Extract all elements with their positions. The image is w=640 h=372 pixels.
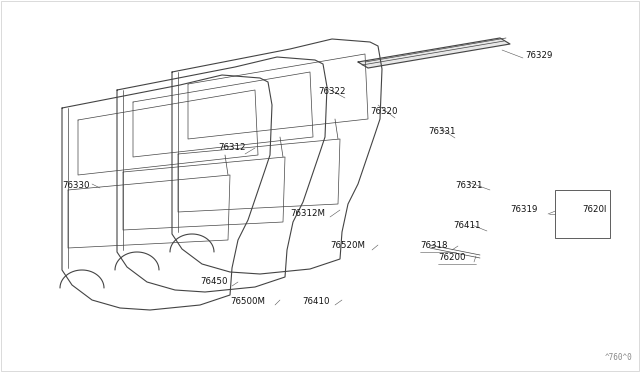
Text: 76450: 76450 — [200, 278, 227, 286]
Bar — [555, 190, 610, 238]
Text: 76330: 76330 — [62, 182, 90, 190]
Text: 76331: 76331 — [428, 128, 456, 137]
Text: 76321: 76321 — [455, 180, 483, 189]
Text: 76500M: 76500M — [230, 298, 265, 307]
Text: 76200: 76200 — [438, 253, 465, 263]
Text: ^760^0: ^760^0 — [604, 353, 632, 362]
Text: 76312M: 76312M — [290, 208, 325, 218]
Text: 76320: 76320 — [370, 108, 397, 116]
Polygon shape — [358, 38, 510, 68]
Text: 76520M: 76520M — [330, 241, 365, 250]
Text: 76319: 76319 — [510, 205, 538, 215]
Text: 76312: 76312 — [218, 144, 246, 153]
Text: 76329: 76329 — [525, 51, 552, 60]
Text: 76410: 76410 — [302, 298, 330, 307]
Text: 7620l: 7620l — [582, 205, 606, 215]
Text: 76318: 76318 — [420, 241, 447, 250]
Text: 76322: 76322 — [318, 87, 346, 96]
Text: 76411: 76411 — [453, 221, 481, 231]
